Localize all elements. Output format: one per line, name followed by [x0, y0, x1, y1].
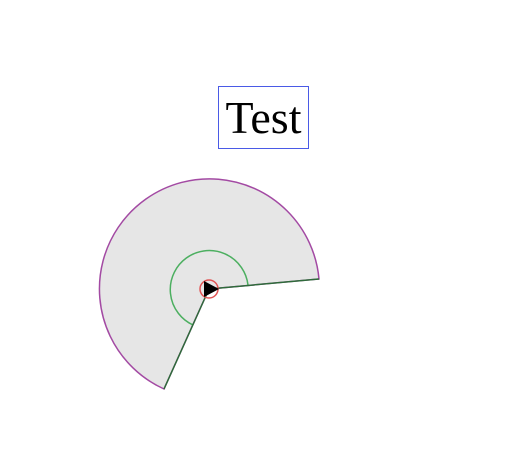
ray-right	[208, 278, 320, 290]
title-label: Test	[218, 86, 309, 149]
ray-lower	[163, 288, 210, 390]
inner-angle-arc	[169, 249, 249, 326]
play-arrow-icon	[204, 281, 219, 297]
